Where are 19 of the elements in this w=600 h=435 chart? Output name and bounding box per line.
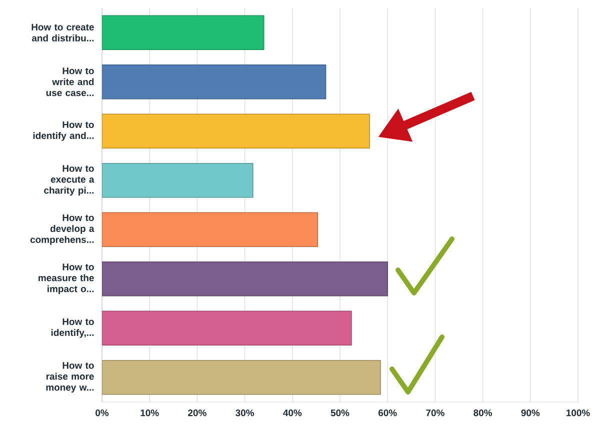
x-tick-label: 30%: [236, 410, 254, 416]
y-tick-label: How to write and use case...: [46, 68, 94, 96]
x-tick-label: 40%: [283, 410, 302, 416]
y-tick-label: How to develop a comprehens...: [30, 214, 94, 245]
x-tick-label: 50%: [330, 410, 350, 416]
y-tick-label: How to measure the impact o...: [38, 264, 94, 294]
x-tick-label: 70%: [426, 410, 444, 416]
x-tick-label: 60%: [378, 410, 397, 416]
y-tick-label: How to identify and...: [33, 121, 94, 141]
x-tick-label: 100%: [566, 410, 590, 416]
x-tick-label: 10%: [140, 410, 159, 416]
x-tick-label: 90%: [521, 410, 540, 416]
y-tick-label: How to execute a charity pi...: [44, 165, 94, 196]
y-tick-label: How to create and distribu...: [32, 24, 94, 42]
x-tick-label: 0%: [96, 410, 109, 416]
y-tick-label: How to identify,...: [51, 318, 94, 338]
x-tick-label: 20%: [188, 410, 206, 416]
x-tick-label: 80%: [474, 410, 492, 416]
y-tick-label: How to raise more money w...: [46, 362, 94, 393]
